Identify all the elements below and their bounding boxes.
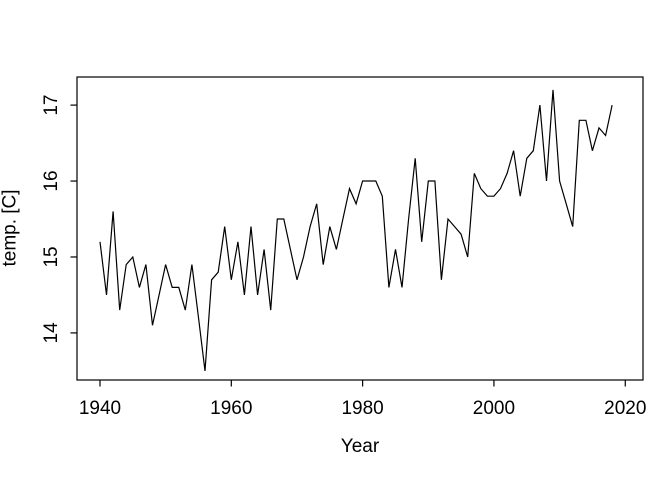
y-tick-label: 15	[41, 246, 62, 267]
plot-series	[99, 89, 613, 371]
x-tick-label: 1980	[341, 398, 383, 419]
axis-ticks: 1940 1960 1980 2000 2020 14 15 16 17	[41, 95, 646, 419]
y-tick-label: 16	[41, 170, 62, 191]
x-tick-label: 2000	[473, 398, 515, 419]
x-axis-label: Year	[341, 436, 380, 457]
x-tick-label: 1940	[79, 398, 121, 419]
y-tick-label: 17	[41, 95, 62, 116]
plot-border	[76, 76, 644, 381]
x-tick-label: 1960	[210, 398, 252, 419]
x-tick-label: 2020	[604, 398, 646, 419]
y-tick-label: 14	[41, 322, 62, 344]
temperature-series-line	[99, 89, 613, 371]
y-axis-label: temp. [C]	[0, 189, 21, 266]
